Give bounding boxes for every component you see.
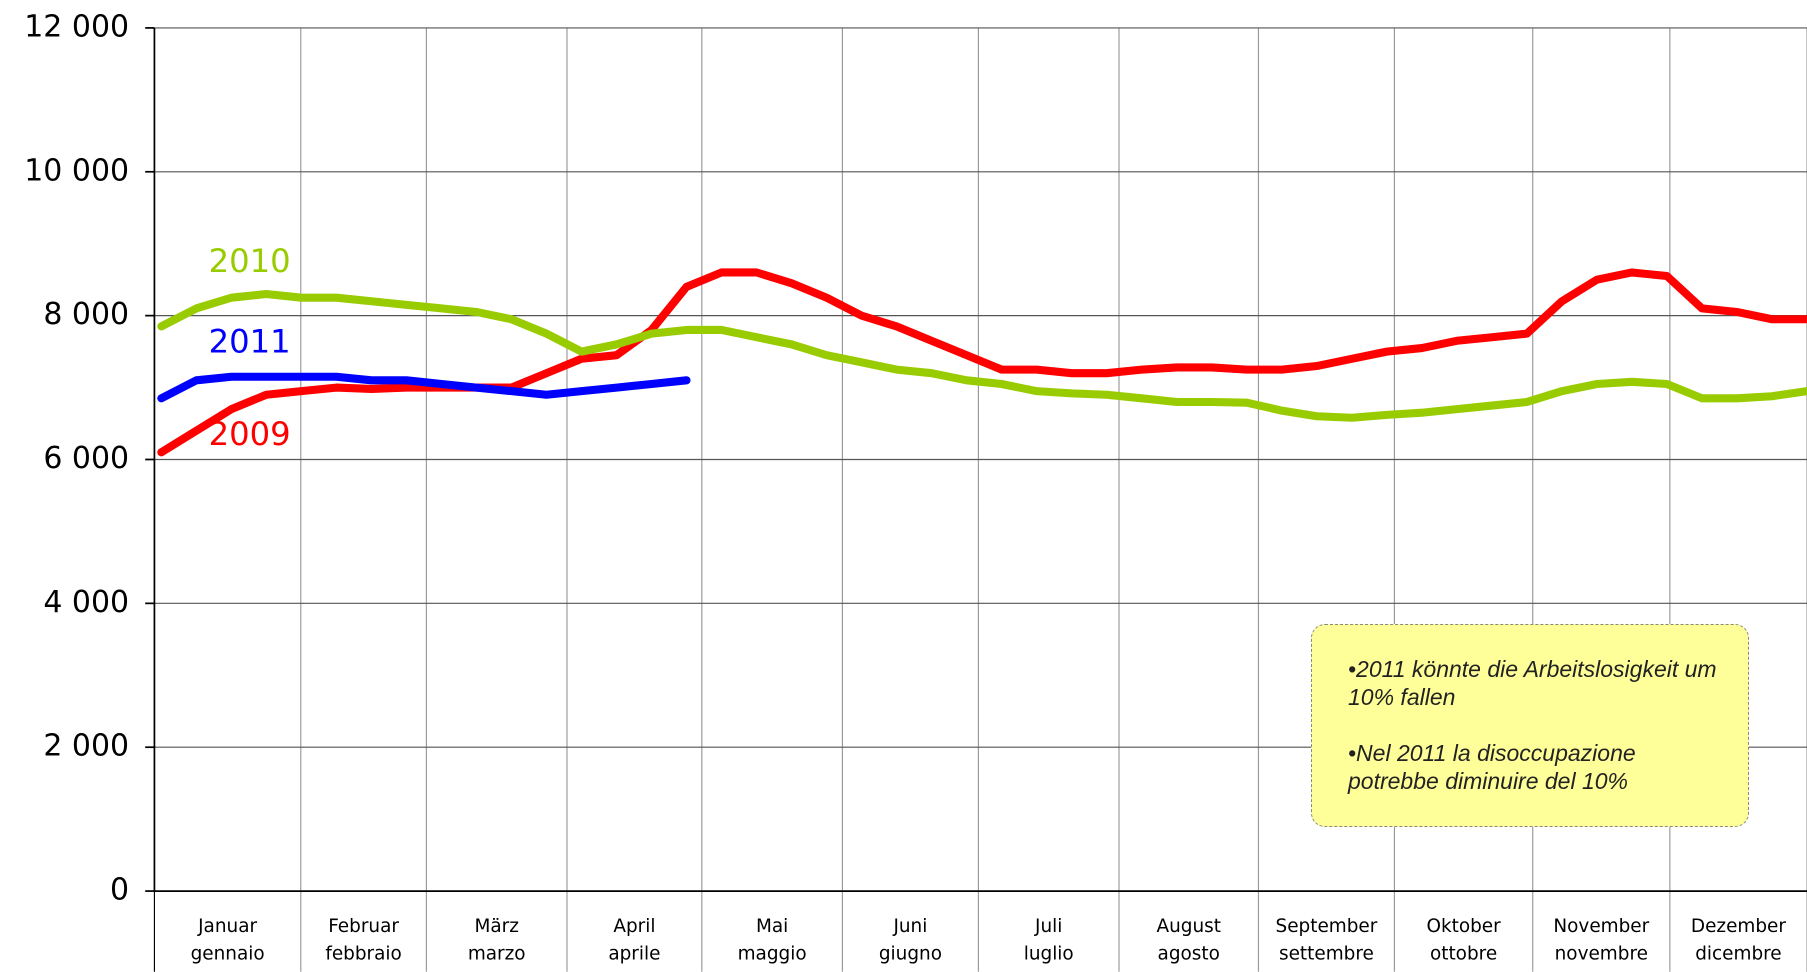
x-tick-label: Mai [756,916,788,937]
series-line [157,289,1807,422]
x-tick-label: ottobre [1430,943,1497,964]
x-tick-label: April [613,916,655,937]
x-tick-label: gennaio [191,943,265,964]
y-tick-label: 4 000 [43,585,129,620]
series-label: 2010 [209,242,291,280]
x-tick-label: dicembre [1695,943,1781,964]
y-tick-label: 6 000 [43,441,129,476]
x-tick-label: settembre [1279,943,1374,964]
x-tick-label: August [1156,916,1220,937]
x-tick-label: November [1553,916,1649,937]
x-tick-label: Juni [892,916,927,937]
y-tick-label: 10 000 [24,153,129,188]
x-tick-label: Januar [197,916,257,937]
x-tick-label: luglio [1024,943,1074,964]
series-label: 2009 [209,415,291,453]
annotation-box: •2011 könnte die Arbeitslosigkeit um 10%… [1311,624,1749,827]
y-tick-label: 12 000 [24,9,129,44]
x-tick-label: März [474,916,518,937]
y-tick-label: 0 [110,873,129,908]
series-line [157,268,1807,457]
x-tick-label: maggio [738,943,807,964]
x-tick-label: Februar [328,916,399,937]
x-tick-label: Oktober [1426,916,1501,937]
y-tick-label: 2 000 [43,729,129,764]
series-line [157,372,691,403]
x-tick-label: agosto [1158,943,1220,964]
x-tick-label: Juli [1034,916,1062,937]
annotation: •2011 könnte die Arbeitslosigkeit um 10%… [1348,656,1717,710]
series-label: 2011 [209,323,291,361]
y-tick-label: 8 000 [43,297,129,332]
x-tick-label: aprile [608,943,660,964]
x-tick-label: Dezember [1691,916,1786,937]
x-tick-label: novembre [1555,943,1648,964]
x-tick-label: marzo [468,943,526,964]
x-tick-label: September [1276,916,1378,937]
x-tick-label: febbraio [325,943,401,964]
x-tick-label: giugno [879,943,942,964]
annotation: •Nel 2011 la disoccupazione potrebbe dim… [1348,740,1636,794]
